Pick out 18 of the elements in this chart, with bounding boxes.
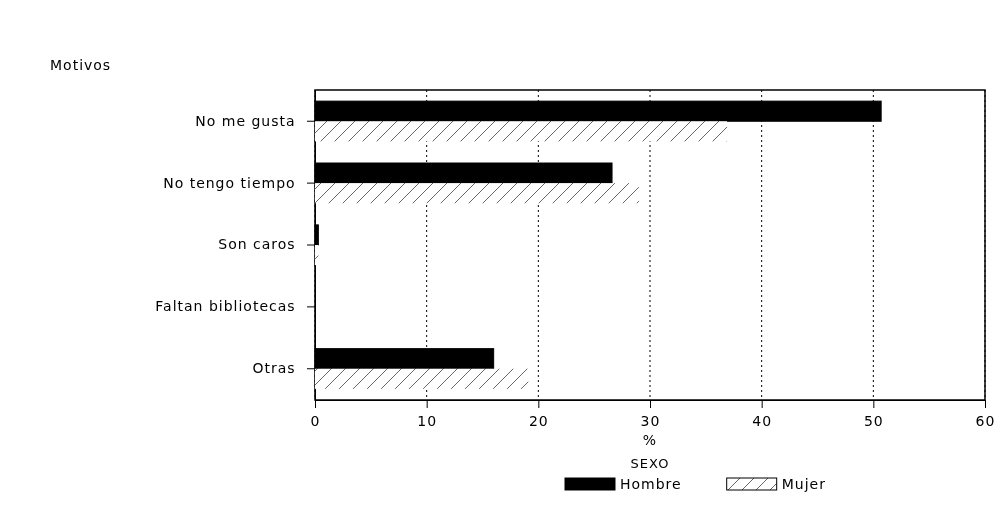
x-tick-label: 20 xyxy=(528,413,549,430)
x-tick-label: 40 xyxy=(752,413,773,430)
x-tick-label: 50 xyxy=(863,413,884,430)
x-axis-title: % xyxy=(642,432,658,448)
x-tick-label: 0 xyxy=(310,413,321,430)
x-tick-label: 30 xyxy=(640,413,661,430)
legend-label: Hombre xyxy=(620,476,682,492)
y-tick-label: Faltan bibliotecas xyxy=(155,298,296,315)
y-tick-label: Son caros xyxy=(218,236,296,253)
x-tick-label: 10 xyxy=(417,413,438,430)
y-tick-label: No tengo tiempo xyxy=(163,174,296,191)
legend-label: Mujer xyxy=(781,476,826,492)
x-tick-label: 60 xyxy=(975,413,996,430)
bar xyxy=(315,245,319,266)
legend-title: SEXO xyxy=(630,456,670,471)
y-tick-label: No me gusta xyxy=(195,112,296,129)
y-axis-title: Motivos xyxy=(50,57,112,73)
y-tick-label: Otras xyxy=(252,360,296,377)
